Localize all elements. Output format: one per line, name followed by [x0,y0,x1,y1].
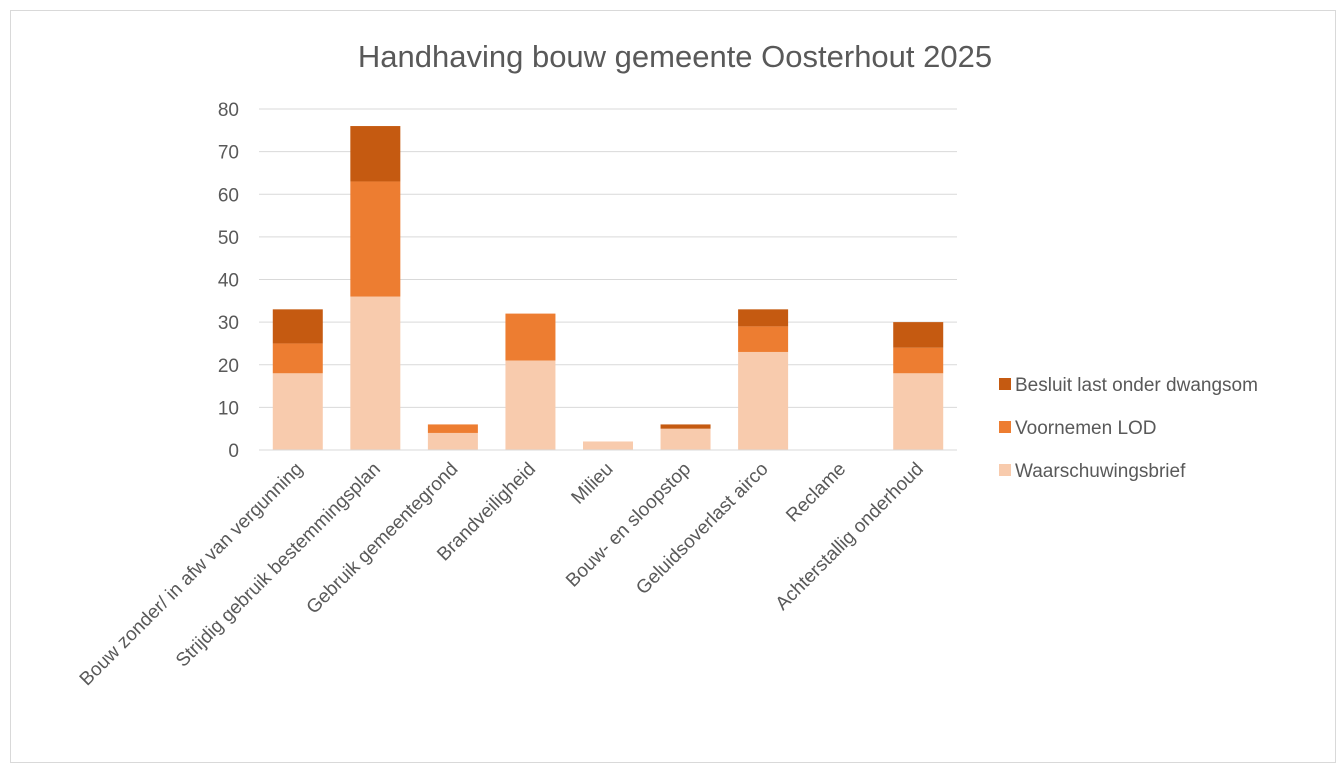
bar-segment [660,424,711,429]
legend-label: Besluit last onder dwangsom [1015,375,1258,396]
bar-segment [738,351,789,450]
legend-label: Voornemen LOD [1015,418,1157,439]
y-tick-label: 20 [218,356,239,377]
y-tick-label: 10 [218,398,239,419]
x-tick-label: Milieu [568,459,618,509]
bar-segment [738,309,789,327]
chart-area: Handhaving bouw gemeente Oosterhout 2025… [10,10,1336,763]
x-tick-label: Gebruik gemeentegrond [303,459,463,619]
bar-segment [272,343,323,374]
bar-segment [272,373,323,450]
x-tick-label: Geluidsoverlast airco [632,459,772,599]
y-tick-label: 60 [218,185,239,206]
x-axis-labels: Bouw zonder/ in afw van vergunningStrijd… [76,459,928,690]
chart-title: Handhaving bouw gemeente Oosterhout 2025 [358,39,992,74]
x-tick-label: Reclame [782,459,850,527]
bar-segment [505,360,556,450]
y-tick-label: 80 [218,100,239,121]
bar-segment [427,424,478,433]
bar-segment [893,373,944,450]
legend-swatch [999,421,1011,433]
bar-segment [427,432,478,450]
bar-segment [583,441,633,450]
y-tick-label: 40 [218,271,239,292]
bar-segment [738,326,789,352]
bar-segment [505,313,556,361]
y-axis-ticks: 0 10 20 30 40 50 60 70 80 [218,100,239,462]
y-tick-label: 0 [228,441,239,462]
bar-segment [350,126,401,182]
bar-segment [272,309,323,344]
bar-segment [350,296,401,450]
bars [272,126,944,450]
bar-segment [350,181,401,297]
legend: Besluit last onder dwangsom Voornemen LOD… [999,375,1258,482]
y-tick-label: 30 [218,313,239,334]
y-tick-label: 70 [218,143,239,164]
legend-swatch [999,464,1011,476]
x-tick-label: Achterstallig onderhoud [772,459,928,615]
bar-segment [893,322,944,348]
chart-svg: Handhaving bouw gemeente Oosterhout 2025… [76,39,1258,690]
legend-swatch [999,378,1011,390]
bar-segment [660,428,711,450]
bar-segment [893,347,944,374]
y-tick-label: 50 [218,228,239,249]
legend-label: Waarschuwingsbrief [1015,461,1186,482]
